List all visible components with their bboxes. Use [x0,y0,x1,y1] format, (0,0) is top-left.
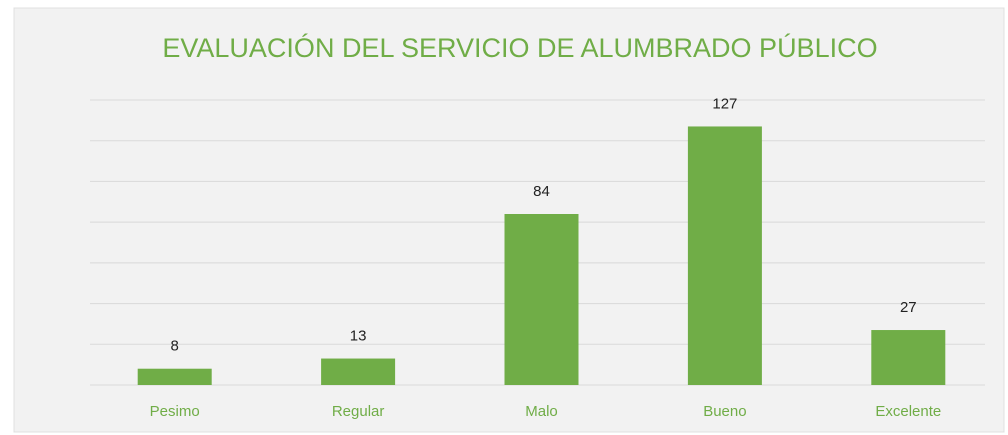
x-tick-label: Bueno [703,403,746,420]
value-label: 8 [171,338,179,355]
value-label: 13 [350,328,367,345]
x-tick-label: Pesimo [150,403,200,420]
chart-title: EVALUACIÓN DEL SERVICIO DE ALUMBRADO PÚB… [162,32,877,63]
value-label: 127 [712,95,737,112]
bar [687,126,762,385]
x-tick-label: Malo [525,403,558,420]
bar [321,358,396,385]
x-tick-label: Regular [332,403,385,420]
bar [504,214,579,385]
value-label: 27 [900,299,917,316]
bar [871,330,946,385]
x-tick-label: Excelente [875,403,941,420]
value-label: 84 [533,183,550,200]
bar [137,368,212,385]
